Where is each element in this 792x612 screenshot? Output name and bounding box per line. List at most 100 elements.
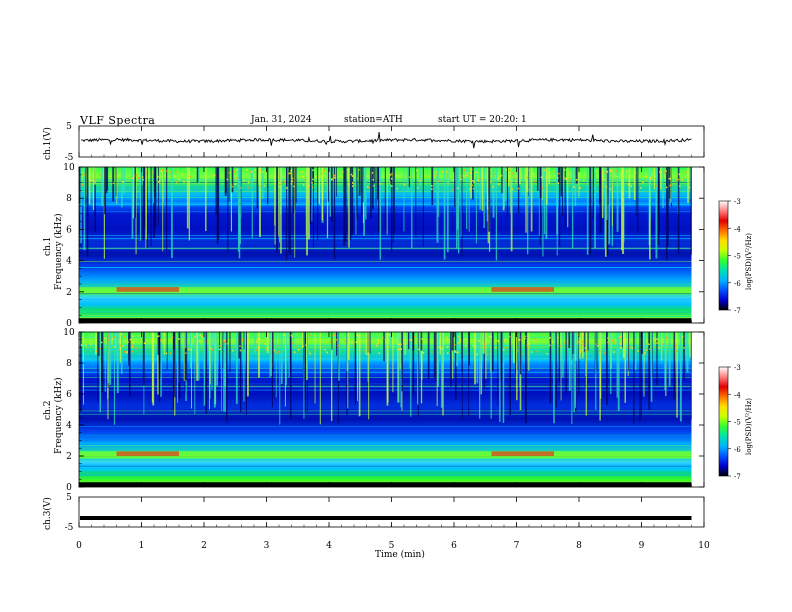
ch2-high-psd-speckle	[111, 338, 114, 340]
ch1-high-psd-speckle	[435, 171, 438, 174]
ch1-high-psd-speckle	[307, 184, 310, 187]
ch1-high-psd-speckle	[228, 172, 231, 174]
ch1-high-psd-speckle	[575, 178, 578, 181]
ch2-high-psd-speckle	[497, 340, 500, 342]
ch2-high-psd-speckle	[239, 349, 242, 352]
ch2-high-psd-speckle	[80, 344, 83, 346]
ch1-high-psd-speckle	[366, 186, 369, 188]
ch2-high-psd-speckle	[132, 342, 135, 344]
ch2-high-psd-speckle	[430, 351, 433, 354]
ch2-high-psd-speckle	[474, 346, 477, 348]
ch1-high-psd-speckle	[302, 184, 305, 186]
ch2-high-psd-speckle	[557, 336, 559, 339]
ch1-high-psd-speckle	[605, 185, 607, 188]
ch2-high-psd-speckle	[603, 352, 605, 354]
ch1-high-psd-speckle	[460, 175, 463, 177]
ch2-high-psd-speckle	[143, 342, 146, 345]
ch1-high-psd-speckle	[664, 169, 667, 172]
ch1-high-psd-speckle	[333, 174, 336, 177]
ch2-high-psd-speckle	[607, 337, 609, 339]
colorbar-2-tick-label: -4	[734, 391, 741, 399]
ch2-high-psd-speckle	[619, 343, 622, 345]
ch1-waveform-line	[81, 132, 692, 149]
ch2-high-psd-speckle	[595, 343, 597, 345]
ch1-high-psd-speckle	[554, 171, 556, 173]
ch1-high-psd-speckle	[545, 176, 548, 179]
ch2-high-psd-speckle	[582, 333, 584, 336]
ch1-high-psd-speckle	[573, 186, 575, 188]
ch2-high-psd-speckle	[332, 334, 335, 337]
ch1-high-psd-speckle	[609, 169, 612, 171]
ch1-ytick-label: 0	[66, 319, 72, 329]
ch2-high-psd-speckle	[488, 335, 490, 338]
ch1-high-psd-speckle	[112, 182, 115, 185]
ch1-high-psd-speckle	[678, 173, 680, 176]
ch1-high-psd-speckle	[302, 175, 305, 178]
ch2-high-psd-speckle	[318, 337, 321, 339]
ch2-high-psd-speckle	[446, 352, 449, 354]
ch2-high-psd-speckle	[218, 348, 221, 351]
ch2-high-psd-speckle	[607, 341, 609, 344]
ch1-high-psd-speckle	[541, 186, 544, 189]
ch2-high-psd-speckle	[536, 350, 538, 353]
ch1-high-psd-speckle	[247, 181, 250, 184]
ch1-high-psd-speckle	[572, 171, 575, 173]
colorbar-1-tick-label: -6	[734, 280, 741, 288]
ch2-high-psd-speckle	[273, 349, 276, 352]
x-axis-label: Time (min)	[375, 550, 425, 560]
ch2-spectrogram-image	[79, 332, 692, 487]
ch2-high-psd-speckle	[163, 333, 165, 336]
ch2-high-psd-speckle	[258, 338, 261, 340]
ch2-high-psd-speckle	[464, 344, 467, 347]
ch1-high-psd-speckle	[642, 181, 644, 184]
ch1-high-psd-speckle	[396, 174, 399, 177]
ch1-high-psd-speckle	[465, 175, 468, 177]
ch1-high-psd-speckle	[290, 182, 293, 185]
ch1-high-psd-speckle	[214, 174, 216, 177]
ch1-high-psd-speckle	[494, 173, 496, 175]
ch1-high-psd-speckle	[312, 178, 314, 181]
ch1-high-psd-speckle	[463, 169, 466, 171]
ch1-high-psd-speckle	[672, 183, 675, 186]
ch2-high-psd-speckle	[454, 344, 456, 346]
ch1-high-psd-speckle	[234, 183, 237, 185]
ch1-high-psd-speckle	[533, 180, 536, 183]
ch1-high-psd-speckle	[452, 179, 455, 181]
ch1-high-psd-speckle	[279, 186, 281, 188]
ch2-high-psd-speckle	[337, 344, 340, 347]
ch1-high-psd-speckle	[579, 187, 582, 189]
ch2-high-psd-speckle	[362, 349, 365, 352]
ch2-high-psd-speckle	[518, 339, 521, 341]
ch2-high-psd-speckle	[223, 341, 226, 343]
ch1-high-psd-speckle	[89, 179, 92, 181]
ch2-high-psd-speckle	[156, 335, 159, 338]
ch1-high-psd-speckle	[567, 172, 569, 175]
ch2-high-psd-speckle	[597, 345, 599, 347]
ch2-ytick-label: 10	[63, 328, 75, 338]
colorbar-2-tick-label: -5	[734, 419, 741, 427]
ch2-high-psd-speckle	[187, 348, 190, 350]
ch2-high-psd-speckle	[293, 351, 296, 353]
ch1-high-psd-speckle	[165, 170, 167, 172]
ch1-high-psd-speckle	[540, 176, 543, 178]
ch1-high-psd-speckle	[659, 171, 661, 173]
ch2-high-psd-speckle	[484, 346, 486, 349]
ch2-high-psd-speckle	[277, 350, 280, 353]
ch1-high-psd-speckle	[351, 175, 354, 177]
ch1-high-psd-speckle	[226, 178, 229, 181]
colorbar-1-tick-label: -5	[734, 253, 741, 261]
ch2-high-psd-speckle	[113, 336, 116, 338]
ch2-high-psd-speckle	[210, 347, 212, 350]
ch1-high-psd-speckle	[162, 169, 164, 171]
ch2-high-psd-speckle	[522, 353, 524, 356]
ch2-high-psd-speckle	[169, 352, 172, 354]
ch1-high-psd-speckle	[254, 169, 257, 171]
ch1-high-psd-speckle	[630, 185, 633, 187]
ch1-high-psd-speckle	[615, 170, 618, 172]
ch2-high-psd-speckle	[309, 352, 311, 355]
ch2-high-psd-speckle	[377, 342, 379, 345]
ch1-high-psd-speckle	[379, 183, 381, 185]
ch1-high-psd-speckle	[391, 185, 393, 187]
ch1-high-psd-speckle	[312, 169, 314, 171]
ch1-high-psd-speckle	[477, 179, 480, 182]
